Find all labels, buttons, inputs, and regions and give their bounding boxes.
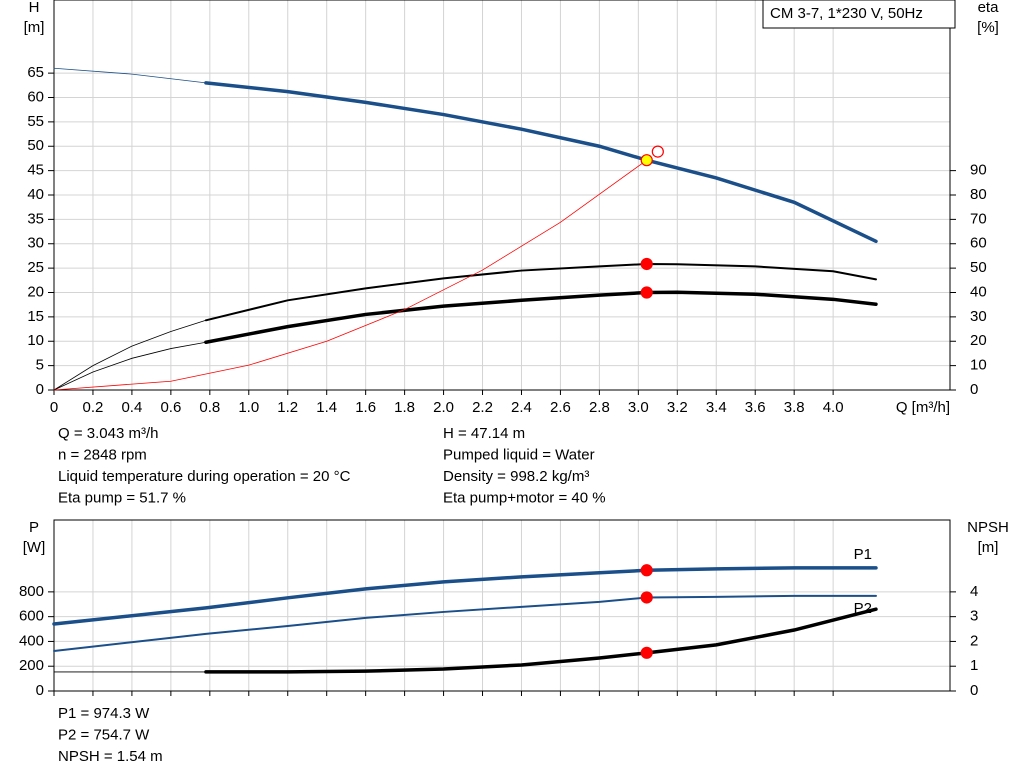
chart-title: CM 3-7, 1*230 V, 50Hz [770,5,923,22]
y-tick-label: 65 [27,64,44,81]
curve [204,290,878,344]
y2-tick-label: 80 [970,186,987,203]
x-tick-label: 0 [50,399,58,416]
readout-line: Eta pump+motor = 40 % [443,489,606,506]
y-tick-label: 10 [27,332,44,349]
plot-area [54,520,950,691]
y2-tick-label: 0 [970,682,978,699]
y-tick-label: 15 [27,308,44,325]
x-tick-label: 1.8 [394,399,415,416]
y2-tick-label: 10 [970,357,987,374]
series-label: P1 [854,546,872,563]
x-tick-label: 2.2 [472,399,493,416]
x-tick-label: 0.2 [83,399,104,416]
x-tick-label: 3.4 [706,399,727,416]
y2-tick-label: 30 [970,308,987,325]
readout-line: Pumped liquid = Water [443,446,595,463]
x-tick-label: 2.8 [589,399,610,416]
curve [204,607,878,674]
y-tick-label: 60 [27,88,44,105]
plot-frame [53,519,951,692]
x-tick-label: 3.8 [784,399,805,416]
y2-tick-label: 3 [970,608,978,625]
x-tick-label: 1.2 [277,399,298,416]
y-tick-label: 0 [36,381,44,398]
y-tick-label: 55 [27,113,44,130]
y-tick-label: 20 [27,283,44,300]
readout-line: Q = 3.043 m³/h [58,425,158,442]
y-tick-label: 5 [36,357,44,374]
x-tick-label: 0.6 [160,399,181,416]
y-tick-label: 35 [27,210,44,227]
readout-line: P1 = 974.3 W [58,705,150,722]
y-tick-label: 200 [19,657,44,674]
x-tick-label: 3.2 [667,399,688,416]
y2-tick-label: 70 [970,210,987,227]
y-tick-label: 25 [27,259,44,276]
x-tick-label: 2.6 [550,399,571,416]
readout-line: H = 47.14 m [443,425,525,442]
curve [53,341,207,391]
y-axis-label: H [29,0,40,16]
operating-point [640,564,653,577]
y-tick-label: 0 [36,682,44,699]
y2-axis-label: NPSH [967,519,1009,536]
x-tick-label: 0.8 [199,399,220,416]
x-tick-label: 3.6 [745,399,766,416]
y2-tick-label: 40 [970,283,987,300]
operating-point [640,257,653,271]
curve [52,566,878,626]
y2-axis-unit: [m] [978,539,999,556]
operating-point [640,646,653,659]
operating-point [640,154,653,167]
y2-tick-label: 60 [970,235,987,252]
y-axis-unit: [W] [23,539,46,556]
y-tick-label: 40 [27,186,44,203]
y-tick-label: 400 [19,632,44,649]
x-tick-label: 2.0 [433,399,454,416]
y2-tick-label: 0 [970,381,978,398]
y-tick-label: 45 [27,162,44,179]
curve [204,81,878,244]
curve [53,159,648,391]
plot-frame [53,0,951,391]
y2-tick-label: 4 [970,583,978,600]
y2-tick-label: 50 [970,259,987,276]
curve [204,262,877,322]
x-tick-label: 2.4 [511,399,532,416]
x-tick-label: 1.4 [316,399,337,416]
x-tick-label: 1.6 [355,399,376,416]
curve [53,67,207,84]
curve [53,319,207,391]
y2-axis-label: eta [978,0,1000,16]
operating-point [640,591,653,604]
title-box [762,0,956,29]
readout-line: n = 2848 rpm [58,446,147,463]
y-tick-label: 30 [27,235,44,252]
y2-tick-label: 1 [970,657,978,674]
y-axis-unit: [m] [24,19,45,36]
x-tick-label: 0.4 [121,399,142,416]
y2-tick-label: 20 [970,332,987,349]
readout-line: Density = 998.2 kg/m³ [443,468,589,485]
readout-line: Eta pump = 51.7 % [58,489,186,506]
readout-line: NPSH = 1.54 m [58,748,163,765]
curve [53,594,877,652]
y-tick-label: 50 [27,137,44,154]
y2-axis-unit: [%] [977,19,999,36]
readout-line: Liquid temperature during operation = 20… [58,468,351,485]
y-tick-label: 800 [19,583,44,600]
y2-tick-label: 2 [970,632,978,649]
x-tick-label: 4.0 [823,399,844,416]
x-tick-label: 3.0 [628,399,649,416]
operating-point [640,286,653,299]
operating-point [651,145,664,158]
readout-line: P2 = 754.7 W [58,726,150,743]
y-tick-label: 600 [19,608,44,625]
x-tick-label: 1.0 [238,399,259,416]
y-axis-label: P [29,519,39,536]
y2-tick-label: 90 [970,162,987,179]
x-axis-label: Q [m³/h] [896,399,950,416]
